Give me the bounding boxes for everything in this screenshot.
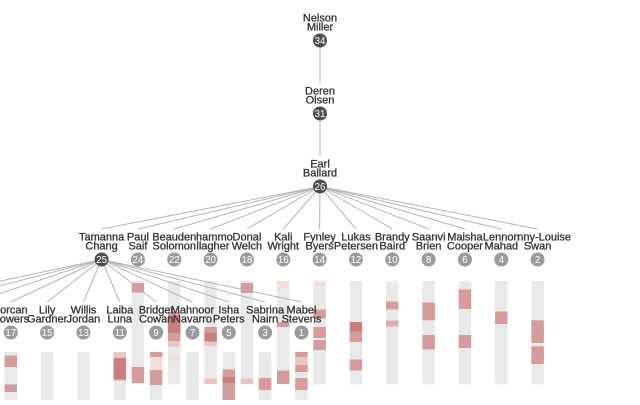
svg-text:8: 8 — [426, 255, 431, 266]
svg-text:6: 6 — [462, 255, 467, 266]
svg-text:Chang: Chang — [85, 241, 117, 253]
svg-text:7: 7 — [190, 328, 195, 339]
svg-text:4: 4 — [499, 255, 505, 266]
svg-text:Stevens: Stevens — [282, 314, 322, 326]
svg-text:Ballard: Ballard — [303, 168, 337, 180]
svg-text:Luna: Luna — [108, 314, 133, 326]
svg-text:Miller: Miller — [307, 22, 334, 34]
svg-text:10: 10 — [387, 255, 398, 266]
svg-text:Wright: Wright — [267, 241, 299, 253]
svg-text:26: 26 — [315, 182, 326, 193]
svg-text:Petersen: Petersen — [334, 241, 378, 253]
svg-text:15: 15 — [42, 328, 53, 339]
svg-text:16: 16 — [278, 255, 289, 266]
svg-text:2: 2 — [535, 255, 540, 266]
svg-text:3: 3 — [262, 328, 267, 339]
svg-text:34: 34 — [315, 36, 326, 47]
svg-text:13: 13 — [78, 328, 89, 339]
svg-text:Nairn: Nairn — [252, 314, 278, 326]
svg-text:Cooper: Cooper — [447, 241, 483, 253]
svg-text:17: 17 — [5, 328, 16, 339]
svg-text:Solomon: Solomon — [153, 241, 196, 253]
svg-text:Byers: Byers — [306, 241, 335, 253]
svg-text:llagher: llagher — [196, 241, 229, 253]
svg-text:Baird: Baird — [379, 241, 405, 253]
svg-text:24: 24 — [133, 255, 144, 266]
svg-text:Bowers: Bowers — [0, 314, 30, 326]
svg-text:25: 25 — [96, 255, 107, 266]
svg-text:20: 20 — [205, 255, 216, 266]
svg-text:Peters: Peters — [213, 314, 245, 326]
svg-text:14: 14 — [314, 255, 325, 266]
svg-text:Cowan: Cowan — [139, 314, 173, 326]
svg-text:Mahad: Mahad — [484, 241, 518, 253]
svg-text:18: 18 — [242, 255, 253, 266]
svg-text:Navarro: Navarro — [173, 314, 212, 326]
svg-text:5: 5 — [226, 328, 231, 339]
svg-text:Olsen: Olsen — [306, 95, 335, 107]
svg-text:11: 11 — [115, 328, 125, 339]
svg-text:Gardner: Gardner — [27, 314, 68, 326]
svg-text:12: 12 — [351, 255, 362, 266]
svg-text:Welch: Welch — [232, 241, 262, 253]
svg-text:22: 22 — [169, 255, 180, 266]
svg-text:31: 31 — [315, 109, 326, 120]
svg-text:Swan: Swan — [524, 241, 552, 253]
svg-text:Saif: Saif — [128, 241, 148, 253]
svg-text:Brien: Brien — [416, 241, 442, 253]
svg-text:1: 1 — [299, 328, 304, 339]
svg-text:9: 9 — [153, 328, 158, 339]
svg-text:Jordan: Jordan — [67, 314, 101, 326]
